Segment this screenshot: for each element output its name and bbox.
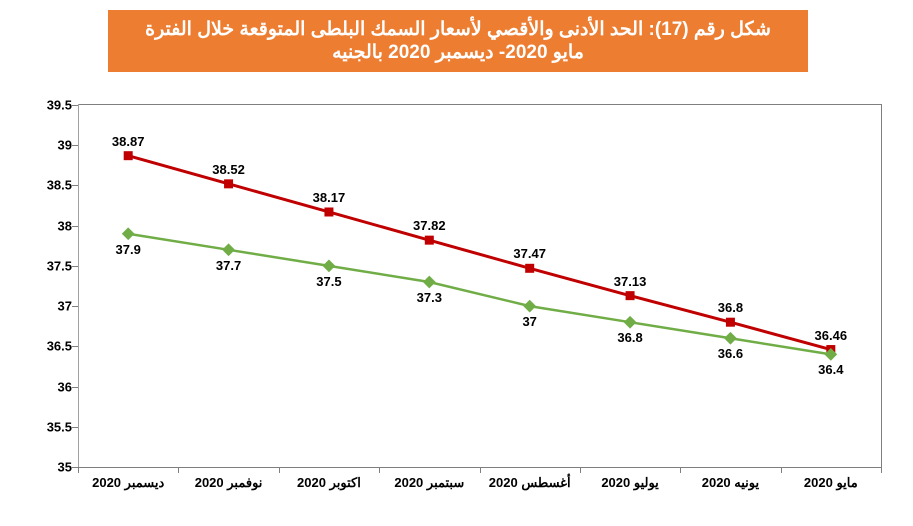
y-axis-label: 39.5 <box>47 98 78 113</box>
series-marker-lower <box>624 316 637 329</box>
x-axis-label: يونيه 2020 <box>702 475 759 491</box>
series-marker-lower <box>724 332 737 345</box>
data-label-upper: 37.47 <box>513 246 546 261</box>
chart-title-bar: شكل رقم (17): الحد الأدنى والأقصي لأسعار… <box>108 10 808 72</box>
y-axis-label: 39 <box>58 138 78 153</box>
x-axis-label: اكتوبر 2020 <box>297 475 361 491</box>
series-marker-lower <box>323 260 336 273</box>
data-label-upper: 36.46 <box>815 328 848 343</box>
data-label-lower: 37 <box>522 314 536 329</box>
series-marker-upper <box>726 318 735 327</box>
series-marker-upper <box>124 151 133 160</box>
series-marker-upper <box>626 291 635 300</box>
series-marker-lower <box>423 276 436 289</box>
series-marker-lower <box>122 227 135 240</box>
y-axis-label: 38.5 <box>47 178 78 193</box>
x-axis-label: مايو 2020 <box>804 475 858 491</box>
x-axis-label: ديسمبر 2020 <box>92 475 164 491</box>
x-tick <box>379 467 380 473</box>
series-line-upper <box>128 156 831 350</box>
data-label-lower: 37.5 <box>316 274 341 289</box>
x-tick <box>781 467 782 473</box>
series-marker-upper <box>525 264 534 273</box>
x-tick <box>580 467 581 473</box>
y-axis-label: 37.5 <box>47 258 78 273</box>
x-tick <box>279 467 280 473</box>
series-marker-upper <box>324 207 333 216</box>
chart-plot-area: 3535.53636.53737.53838.53939.5مايو 2020ي… <box>78 104 882 468</box>
data-label-upper: 38.87 <box>112 134 145 149</box>
data-label-lower: 36.6 <box>718 346 743 361</box>
x-tick <box>480 467 481 473</box>
chart-title-line2: مايو 2020- ديسمبر 2020 بالجنيه <box>108 41 808 64</box>
x-tick <box>680 467 681 473</box>
y-axis-label: 38 <box>58 218 78 233</box>
data-label-upper: 38.17 <box>313 190 346 205</box>
y-axis-label: 35 <box>58 460 78 475</box>
y-axis-label: 36 <box>58 379 78 394</box>
series-marker-lower <box>222 243 235 256</box>
data-label-upper: 37.82 <box>413 218 446 233</box>
y-axis-label: 35.5 <box>47 419 78 434</box>
series-marker-upper <box>224 179 233 188</box>
x-axis-label: نوفمبر 2020 <box>195 475 263 491</box>
data-label-lower: 36.8 <box>617 330 642 345</box>
y-axis-label: 36.5 <box>47 339 78 354</box>
series-marker-lower <box>523 300 536 313</box>
data-label-upper: 36.8 <box>718 300 743 315</box>
x-axis-label: يوليو 2020 <box>601 475 658 491</box>
data-label-upper: 38.52 <box>212 162 245 177</box>
data-label-lower: 37.7 <box>216 258 241 273</box>
chart-title-line1: شكل رقم (17): الحد الأدنى والأقصي لأسعار… <box>108 18 808 41</box>
series-marker-upper <box>425 236 434 245</box>
x-axis-label: سبتمبر 2020 <box>394 475 464 491</box>
data-label-lower: 36.4 <box>818 362 843 377</box>
x-tick <box>178 467 179 473</box>
data-label-upper: 37.13 <box>614 274 647 289</box>
series-line-lower <box>128 234 831 355</box>
x-tick <box>881 467 882 473</box>
data-label-lower: 37.3 <box>417 290 442 305</box>
x-axis-label: أغسطس 2020 <box>489 475 571 491</box>
x-tick <box>78 467 79 473</box>
chart-svg <box>78 105 881 467</box>
data-label-lower: 37.9 <box>116 242 141 257</box>
y-axis-label: 37 <box>58 299 78 314</box>
